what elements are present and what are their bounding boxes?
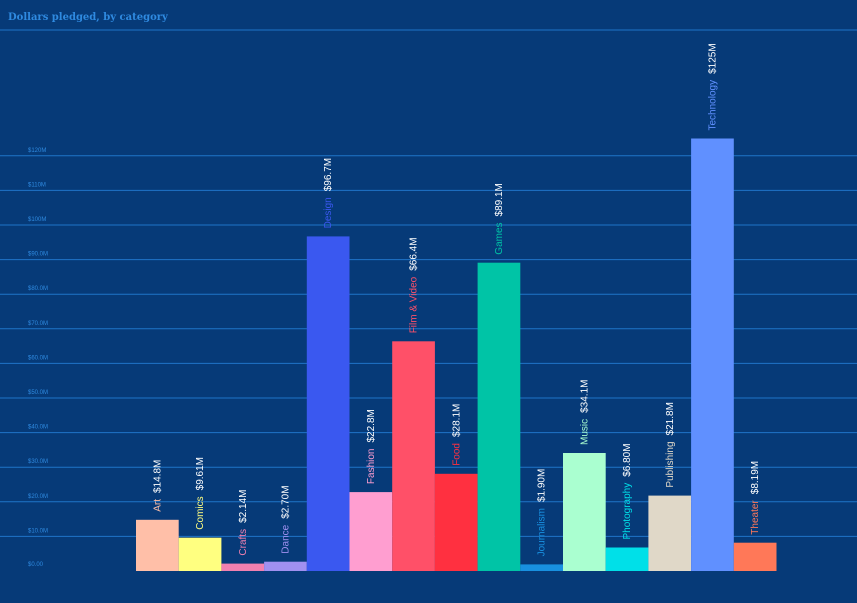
bar [178,537,222,571]
y-tick-label: $120M [28,148,46,154]
bar-label: Dance $2.70M [281,485,292,553]
chart-title: Dollars pledged, by category [8,12,169,23]
value-label: $21.8M [665,402,676,435]
bar [221,563,265,571]
bar-label: Technology $125M [708,43,719,130]
bar [691,138,734,571]
category-label: Music [579,419,590,445]
value-label: $1.90M [537,469,548,502]
value-label: $96.7M [323,158,334,191]
category-label: Journalism [537,508,548,556]
value-label: $34.1M [579,380,590,413]
y-tick-label: $30.0M [28,459,48,465]
y-tick-label: $40.0M [28,425,48,431]
bar-label: Crafts $2.14M [238,490,249,556]
category-label: Dance [281,524,292,553]
bar [563,453,606,571]
category-label: Comics [195,496,206,529]
value-label: $8.19M [750,461,761,494]
value-label: $14.8M [152,460,163,493]
bar [349,492,393,571]
bar [477,262,521,571]
value-label: $28.1M [451,404,462,437]
value-label: $2.70M [281,485,292,518]
y-tick-label: $80.0M [28,286,48,292]
bar-label: Design $96.7M [323,158,334,229]
y-tick-label: $100M [28,217,46,223]
category-label: Crafts [238,529,249,556]
bar [648,495,692,571]
value-label: $89.1M [494,183,505,216]
category-label: Theater [750,500,761,535]
bar [520,564,563,571]
y-tick-label: $10.0M [28,528,48,534]
bar-label: Film & Video $66.4M [409,237,420,333]
bar-label: Journalism $1.90M [537,469,548,557]
bar-label: Publishing $21.8M [665,402,676,488]
bar [264,561,307,571]
y-tick-label: $90.0M [28,252,48,258]
category-label: Photography [622,483,633,540]
value-label: $6.80M [622,443,633,476]
category-label: Publishing [665,441,676,487]
bar [434,473,478,571]
bar-label: Comics $9.61M [195,457,206,530]
bar [136,519,179,571]
bar-label: Fashion $22.8M [366,409,377,484]
bars [136,138,777,571]
y-tick-label: $60.0M [28,355,48,361]
bar [392,341,435,571]
category-label: Food [451,443,462,466]
value-label: $22.8M [366,409,377,442]
bar-label: Music $34.1M [579,380,590,445]
bar-label: Photography $6.80M [622,443,633,539]
bar [306,236,350,571]
bar [733,542,777,571]
bar-label: Theater $8.19M [750,461,761,535]
value-label: $125M [708,43,719,74]
y-tick-label: $50.0M [28,390,48,396]
bar-labels: Art $14.8M Comics $9.61M Crafts $2.14M Dance $2… [152,43,761,556]
y-tick-label: $0.00 [28,562,44,568]
bar-label: Art $14.8M [152,460,163,512]
value-label: $9.61M [195,457,206,490]
bar [605,547,649,571]
y-tick-label: $70.0M [28,321,48,327]
value-label: $66.4M [409,237,420,270]
category-label: Technology [708,80,719,131]
y-axis: $0.00 $10.0M $20.0M $30.0M $40.0M $50.0M $60.0… [28,148,48,568]
y-tick-label: $110M [28,182,46,188]
bar-label: Food $28.1M [451,404,462,466]
category-label: Design [323,197,334,228]
category-label: Art [152,499,163,512]
value-label: $2.14M [238,490,249,523]
bar-label: Games $89.1M [494,183,505,255]
category-label: Fashion [366,449,377,485]
category-label: Film & Video [409,276,420,333]
y-tick-label: $20.0M [28,494,48,500]
category-label: Games [494,222,505,254]
